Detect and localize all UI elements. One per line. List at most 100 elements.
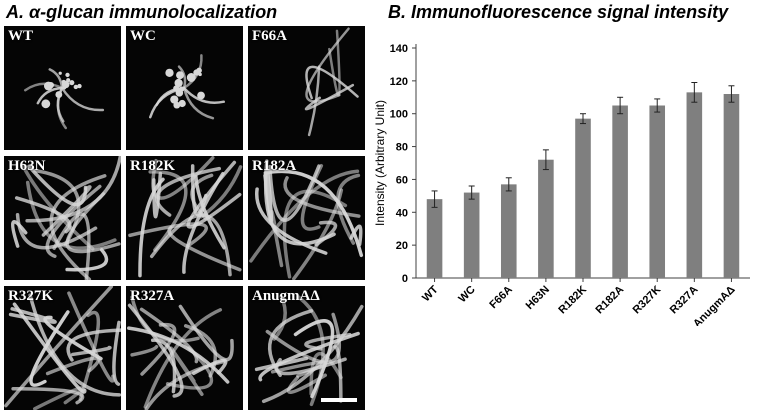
hypha-strand (25, 156, 121, 223)
micrograph-texture (4, 286, 121, 410)
hypha-strand (8, 307, 57, 324)
hypha-strand (286, 373, 327, 394)
micrograph-grid: WT WC F66A H63N R182K R182A R327K R327A … (4, 26, 367, 416)
hypha-strand (309, 351, 343, 396)
hypha-strand (139, 307, 199, 364)
bar (538, 159, 554, 278)
glucan-granule (170, 95, 179, 104)
hypha-strand (148, 170, 188, 252)
micrograph-label: R182A (252, 158, 297, 174)
x-tick-label: R182K (556, 284, 589, 317)
bar (686, 92, 703, 278)
hypha-strand (48, 68, 64, 90)
micrograph-wt: WT (4, 26, 121, 150)
hypha-strand (4, 286, 114, 408)
micrograph-texture (254, 294, 364, 407)
hypha-strand (249, 169, 360, 263)
hypha-strand (140, 322, 177, 376)
hypha-strand (307, 65, 321, 137)
hypha-strand (20, 163, 95, 251)
hypha-strand (128, 222, 209, 248)
y-axis-label: Intensity (Arbitrary Unit) (373, 100, 387, 226)
micrograph-label: R327A (130, 288, 175, 304)
hypha-strand (29, 310, 70, 387)
hypha-strand (178, 304, 234, 362)
micrograph-h63n: H63N (4, 156, 121, 280)
bar (649, 105, 666, 278)
micrograph-label: WC (130, 28, 156, 44)
hypha-strand (65, 192, 121, 254)
glucan-granule (55, 91, 63, 98)
hypha-strand (70, 345, 112, 357)
hypha-strand (292, 188, 344, 280)
glucan-granule (197, 91, 205, 100)
hypha-strand (23, 82, 64, 92)
hypha-strand (12, 302, 87, 394)
glucan-granule (58, 71, 62, 75)
hypha-strand (182, 86, 215, 120)
bar (612, 105, 628, 278)
bar (575, 118, 591, 279)
glucan-granule (173, 85, 180, 92)
micrograph-anugma-delta: AnugmAΔ (248, 286, 365, 410)
x-tick-label: R182A (594, 284, 627, 317)
glucan-granule (193, 69, 200, 76)
y-tick-label: 20 (396, 240, 408, 252)
hypha-strand (33, 168, 81, 247)
x-tick-label: WT (420, 283, 441, 304)
y-tick-label: 40 (396, 207, 408, 219)
bar (723, 94, 740, 278)
panel-a-title: A. α-glucan immunolocalization (6, 2, 278, 22)
hypha-strand (36, 86, 64, 105)
hypha-strand (194, 175, 226, 250)
glucan-granule (186, 73, 196, 82)
hypha-strand (27, 164, 88, 207)
micrograph-texture (128, 156, 243, 278)
hypha-strand (65, 248, 109, 272)
hypha-strand (264, 159, 336, 246)
micrograph-label: R327K (8, 288, 53, 304)
micrograph-label: H63N (8, 158, 46, 174)
y-tick-label: 0 (402, 273, 408, 285)
micrograph-texture (10, 156, 121, 280)
hypha-strand (182, 86, 226, 104)
hypha-strand (143, 308, 223, 409)
micrograph-texture (249, 159, 364, 280)
glucan-granule (174, 78, 183, 88)
glucan-granule (69, 80, 75, 86)
hypha-strand (155, 166, 221, 217)
hypha-strand (112, 320, 121, 386)
hypha-strand (283, 176, 361, 218)
hypha-strand (263, 169, 364, 258)
micrograph-f66a: F66A (248, 26, 365, 150)
glucan-granule (77, 83, 82, 89)
scale-bar (321, 398, 357, 402)
glucan-granule (176, 71, 184, 80)
y-tick-label: 140 (390, 43, 408, 55)
glucan-granule (179, 86, 185, 92)
hypha-strand (130, 345, 159, 357)
micrograph-r327a: R327A (126, 286, 243, 410)
hypha-strand (78, 310, 101, 401)
micrograph-texture (23, 68, 105, 130)
hypha-strand (10, 220, 28, 248)
x-tick-label: H63N (524, 284, 552, 312)
hypha-strand (127, 303, 184, 398)
micrograph-label: WT (8, 28, 34, 44)
hypha-strand (191, 358, 228, 376)
hypha-strand (177, 65, 187, 90)
glucan-granule (65, 72, 70, 78)
hypha-strand (60, 86, 105, 112)
bar (463, 192, 480, 278)
micrograph-r182a: R182A (248, 156, 365, 280)
hypha-strand (272, 294, 287, 341)
micrograph-r327k: R327K (4, 286, 121, 410)
glucan-granule (44, 101, 50, 106)
micrograph-texture (127, 295, 234, 410)
micrograph-texture (305, 27, 359, 137)
bar (500, 184, 517, 278)
hypha-strand (15, 212, 98, 250)
intensity-bar-chart: 0 20 40 60 80 100 120 140 Intensity (Arbitrary U… (373, 43, 750, 326)
hypha-strand (49, 174, 107, 280)
hypha-strand (261, 304, 364, 404)
